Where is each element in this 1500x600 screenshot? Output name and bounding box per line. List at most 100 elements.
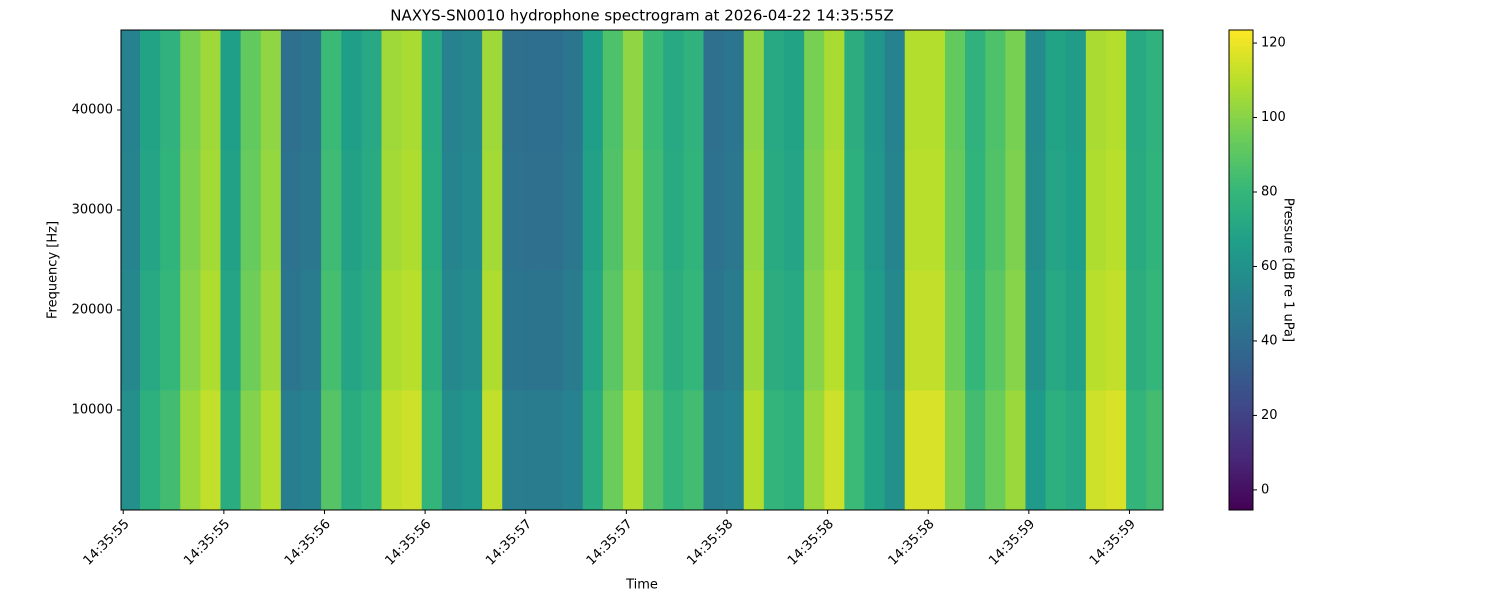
colorbar-swatch [1229, 406, 1253, 411]
colorbar-swatch [1229, 214, 1253, 219]
cell [522, 270, 543, 391]
colorbar-swatch [1229, 470, 1253, 475]
cell [220, 390, 242, 510]
cell [240, 150, 262, 271]
cell [321, 390, 342, 510]
cell [985, 390, 1006, 510]
colorbar-swatch [1229, 206, 1253, 211]
cell [1005, 270, 1026, 391]
cell [220, 270, 242, 391]
colorbar-swatch [1229, 342, 1253, 347]
cell [401, 270, 423, 391]
colorbar-swatch [1229, 170, 1253, 175]
colorbar-swatch [1229, 298, 1253, 303]
cell [461, 30, 483, 151]
cell [783, 390, 805, 510]
cell [401, 390, 423, 510]
cell [381, 390, 403, 510]
colorbar-swatch [1229, 358, 1253, 363]
x-tick-label: 14:35:55 [81, 517, 133, 569]
cell [763, 150, 785, 271]
cell [260, 270, 282, 391]
cell [763, 390, 785, 510]
colorbar-swatch [1229, 418, 1253, 423]
cell [703, 30, 725, 151]
colorbar-swatch [1229, 434, 1253, 439]
x-tick-label: 14:35:57 [483, 517, 535, 569]
cell [683, 150, 704, 271]
x-tick-label: 14:35:58 [684, 517, 736, 569]
cell [824, 390, 845, 510]
cell [844, 270, 865, 391]
cell [121, 270, 141, 391]
cell [663, 30, 684, 151]
cell [1045, 270, 1067, 391]
cell [121, 390, 141, 510]
cell [944, 30, 966, 151]
cell [341, 30, 362, 151]
cell [844, 30, 865, 151]
cell [260, 30, 282, 151]
cell [924, 150, 946, 271]
cell [864, 150, 886, 271]
cell [924, 390, 946, 510]
cell [341, 270, 362, 391]
colorbar-swatch [1229, 294, 1253, 299]
colorbar-tick-label: 40 [1261, 333, 1278, 348]
spectrogram [121, 30, 1163, 510]
cell [361, 30, 382, 151]
cell [502, 390, 523, 510]
cell [180, 150, 201, 271]
cell [502, 30, 523, 151]
cell [140, 30, 161, 151]
cell [904, 390, 926, 510]
cell [401, 150, 423, 271]
plot-frame [120, 29, 1164, 511]
colorbar-swatch [1229, 354, 1253, 359]
cell [180, 390, 201, 510]
cell [1065, 30, 1087, 151]
cell [582, 150, 604, 271]
colorbar-swatch [1229, 202, 1253, 207]
cell [622, 270, 644, 391]
colorbar-swatch [1229, 74, 1253, 79]
colorbar-swatch [1229, 194, 1253, 199]
colorbar-swatch [1229, 366, 1253, 371]
cell [562, 390, 584, 510]
colorbar-swatch [1229, 302, 1253, 307]
cell [824, 30, 845, 151]
colorbar-swatch [1229, 410, 1253, 415]
y-tick-label: 20000 [72, 303, 113, 318]
cell [341, 150, 362, 271]
cell [643, 270, 664, 391]
cell [441, 150, 463, 271]
colorbar-swatch [1229, 422, 1253, 427]
cell [160, 270, 181, 391]
colorbar-swatch [1229, 138, 1253, 143]
cell [301, 150, 322, 271]
cell [743, 390, 765, 510]
colorbar-swatch [1229, 286, 1253, 291]
cell [1065, 150, 1087, 271]
cell [180, 30, 201, 151]
y-tick-label: 30000 [72, 203, 113, 218]
colorbar-swatch [1229, 350, 1253, 355]
cell [602, 30, 624, 151]
cell [985, 150, 1006, 271]
colorbar-swatch [1229, 250, 1253, 255]
cell [864, 390, 886, 510]
cell [1085, 30, 1107, 151]
cell [220, 150, 242, 271]
colorbar-swatch [1229, 370, 1253, 375]
colorbar-swatch [1229, 78, 1253, 83]
cell [1126, 30, 1147, 151]
cell [441, 270, 463, 391]
cell [924, 270, 946, 391]
colorbar-swatch [1229, 322, 1253, 327]
cell [461, 390, 483, 510]
colorbar-swatch [1229, 154, 1253, 159]
cell [1005, 150, 1026, 271]
colorbar-swatch [1229, 326, 1253, 331]
cell [763, 30, 785, 151]
